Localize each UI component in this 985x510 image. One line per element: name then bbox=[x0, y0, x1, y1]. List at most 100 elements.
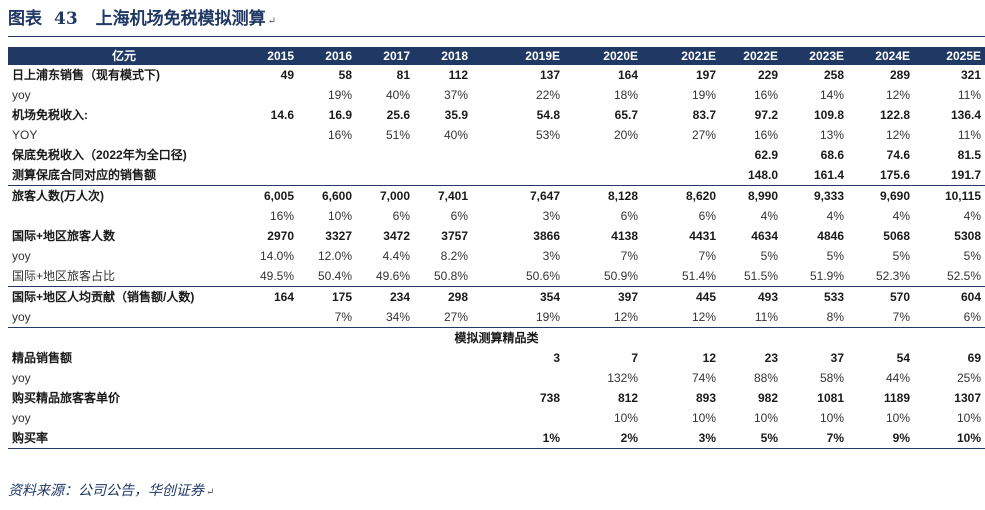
table-cell: 54 bbox=[896, 351, 910, 365]
table-cell: 4% bbox=[760, 209, 778, 223]
table-cell: 7% bbox=[848, 307, 914, 328]
table-cell: 16% bbox=[753, 88, 778, 102]
table-cell: 298 bbox=[447, 290, 468, 304]
table-cell: 81 bbox=[396, 68, 410, 82]
table-cell: 533 bbox=[823, 290, 844, 304]
table-cell: 19% bbox=[691, 88, 716, 102]
table-cell: 8,128 bbox=[607, 189, 638, 203]
table-cell: 5% bbox=[892, 249, 910, 263]
header-year: 2021E bbox=[642, 47, 720, 65]
table-cell: 50.4% bbox=[298, 266, 356, 287]
table-cell: 52.3% bbox=[848, 266, 914, 287]
table-cell: 58 bbox=[338, 68, 352, 82]
table-cell: 52.5% bbox=[914, 266, 985, 287]
header-year: 2016 bbox=[298, 47, 356, 65]
table-cell: 8,990 bbox=[747, 189, 778, 203]
table-cell: 40% bbox=[385, 88, 410, 102]
row-label: 购买精品旅客客单价 bbox=[12, 391, 121, 405]
table-cell: 812 bbox=[617, 391, 638, 405]
section-row: 模拟测算精品类 bbox=[8, 328, 985, 349]
row-label: yoy bbox=[8, 307, 240, 328]
table-cell: 14.0% bbox=[259, 249, 294, 263]
table-cell: 49.5% bbox=[240, 266, 298, 287]
table-cell bbox=[564, 165, 642, 186]
header-year: 2017 bbox=[356, 47, 414, 65]
table-cell: 7,647 bbox=[529, 189, 560, 203]
table-cell: 53% bbox=[535, 128, 560, 142]
table-cell bbox=[356, 388, 414, 408]
table-cell: 51.4% bbox=[642, 266, 720, 287]
table-cell: 10% bbox=[691, 411, 716, 425]
table-cell: 7 bbox=[631, 351, 638, 365]
table-cell: 7,000 bbox=[379, 189, 410, 203]
table-cell: 1189 bbox=[883, 391, 910, 405]
table-cell bbox=[564, 145, 642, 165]
table-cell: 4% bbox=[892, 209, 910, 223]
table-cell: 6,005 bbox=[263, 189, 294, 203]
table-cell: 1081 bbox=[817, 391, 844, 405]
table-cell bbox=[240, 85, 298, 105]
table-cell: 5% bbox=[720, 428, 782, 449]
table-cell: 4.4% bbox=[382, 249, 410, 263]
table-cell: 44% bbox=[885, 371, 910, 385]
table-cell: 69 bbox=[967, 351, 981, 365]
table-cell: 6% bbox=[620, 209, 638, 223]
table-cell: 161.4 bbox=[782, 165, 848, 186]
table-cell: 604 bbox=[960, 290, 981, 304]
table-cell: 7% bbox=[698, 249, 716, 263]
table-cell: 5% bbox=[963, 249, 981, 263]
figure-title: 图表 43 上海机场免税模拟测算 ↵ bbox=[8, 6, 276, 32]
table-cell: 175 bbox=[331, 290, 352, 304]
table-cell: 10,115 bbox=[944, 189, 981, 203]
table-cell: 83.7 bbox=[692, 108, 716, 122]
row-label: yoy bbox=[12, 371, 31, 385]
table-cell bbox=[240, 388, 298, 408]
table-header-row: 亿元 2015 2016 2017 2018 2019E 2020E 2021E 2022E 2… bbox=[8, 47, 985, 65]
row-label: yoy bbox=[12, 249, 31, 263]
table-row: YOY 16% 51% 40% 53% 20% 27% 16% 13% 12% 11% bbox=[8, 125, 985, 145]
table-cell: 27% bbox=[414, 307, 472, 328]
row-label: 精品销售额 bbox=[12, 351, 73, 365]
table-cell: 68.6 bbox=[820, 148, 844, 162]
table-cell bbox=[298, 368, 356, 388]
table-cell bbox=[298, 145, 356, 165]
table-cell: 258 bbox=[823, 68, 844, 82]
table-cell bbox=[472, 408, 564, 428]
table-cell: 49 bbox=[280, 68, 294, 82]
table-cell bbox=[298, 348, 356, 368]
table-cell bbox=[356, 145, 414, 165]
table-cell: 4138 bbox=[611, 229, 638, 243]
table-row: 精品销售额 3 7 12 23 37 54 69 bbox=[8, 348, 985, 368]
section-title: 模拟测算精品类 bbox=[454, 331, 539, 345]
row-label: 测算保底合同对应的销售额 bbox=[8, 165, 240, 186]
table-cell: 1307 bbox=[954, 391, 981, 405]
header-year: 2018 bbox=[414, 47, 472, 65]
table-cell: 16% bbox=[753, 128, 778, 142]
table-cell bbox=[240, 145, 298, 165]
table-cell: 11% bbox=[957, 88, 981, 102]
table-cell: 11% bbox=[957, 128, 981, 142]
table-cell: 8.2% bbox=[440, 249, 468, 263]
figure-title-text: 上海机场免税模拟测算 bbox=[95, 9, 266, 29]
table-cell bbox=[298, 428, 356, 449]
table-cell: 893 bbox=[695, 391, 716, 405]
table-cell bbox=[298, 408, 356, 428]
table-cell bbox=[414, 408, 472, 428]
table-cell: 3% bbox=[642, 428, 720, 449]
table-cell: 8% bbox=[782, 307, 848, 328]
table-cell: 5308 bbox=[954, 229, 981, 243]
table-cell: 20% bbox=[613, 128, 638, 142]
table-cell: 19% bbox=[472, 307, 564, 328]
figure-title-prefix: 图表 bbox=[8, 9, 42, 29]
table-cell: 6% bbox=[450, 209, 468, 223]
table-cell bbox=[356, 165, 414, 186]
table-cell bbox=[642, 145, 720, 165]
table-cell: 234 bbox=[389, 290, 410, 304]
table-cell: 4% bbox=[826, 209, 844, 223]
row-label: 旅客人数(万人次) bbox=[12, 189, 104, 203]
table-cell: 122.8 bbox=[879, 108, 910, 122]
table-cell: 54.8 bbox=[536, 108, 560, 122]
table-cell: 14% bbox=[819, 88, 844, 102]
table-cell: 3472 bbox=[383, 229, 410, 243]
table-cell: 14.6 bbox=[270, 108, 294, 122]
